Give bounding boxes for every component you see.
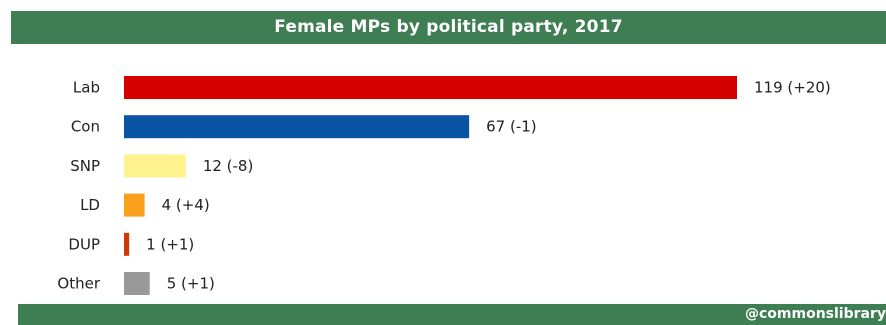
bar-ld: [124, 193, 145, 217]
value-label-snp: 12 (-8): [203, 157, 254, 175]
category-label-lab: Lab: [73, 79, 100, 97]
category-label-snp: SNP: [70, 157, 100, 175]
chart-title: Female MPs by political party, 2017: [11, 11, 886, 44]
value-label-lab: 119 (+20): [754, 79, 831, 97]
category-label-ld: LD: [80, 196, 100, 214]
bar-snp: [124, 154, 186, 178]
category-label-con: Con: [71, 118, 100, 136]
category-label-other: Other: [57, 275, 100, 293]
value-label-other: 5 (+1): [167, 275, 215, 293]
bar-con: [124, 115, 470, 139]
value-label-ld: 4 (+4): [162, 196, 210, 214]
bar-dup: [124, 232, 130, 256]
category-label-dup: DUP: [68, 235, 100, 253]
source-credit: @commonslibrary: [744, 306, 886, 322]
value-label-con: 67 (-1): [486, 118, 537, 136]
bar-lab: [124, 76, 737, 99]
bar-other: [124, 272, 150, 295]
value-label-dup: 1 (+1): [146, 235, 194, 253]
footer-banner: @commonslibrary: [18, 304, 886, 325]
